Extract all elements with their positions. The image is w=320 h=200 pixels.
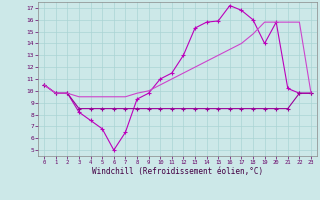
X-axis label: Windchill (Refroidissement éolien,°C): Windchill (Refroidissement éolien,°C) (92, 167, 263, 176)
